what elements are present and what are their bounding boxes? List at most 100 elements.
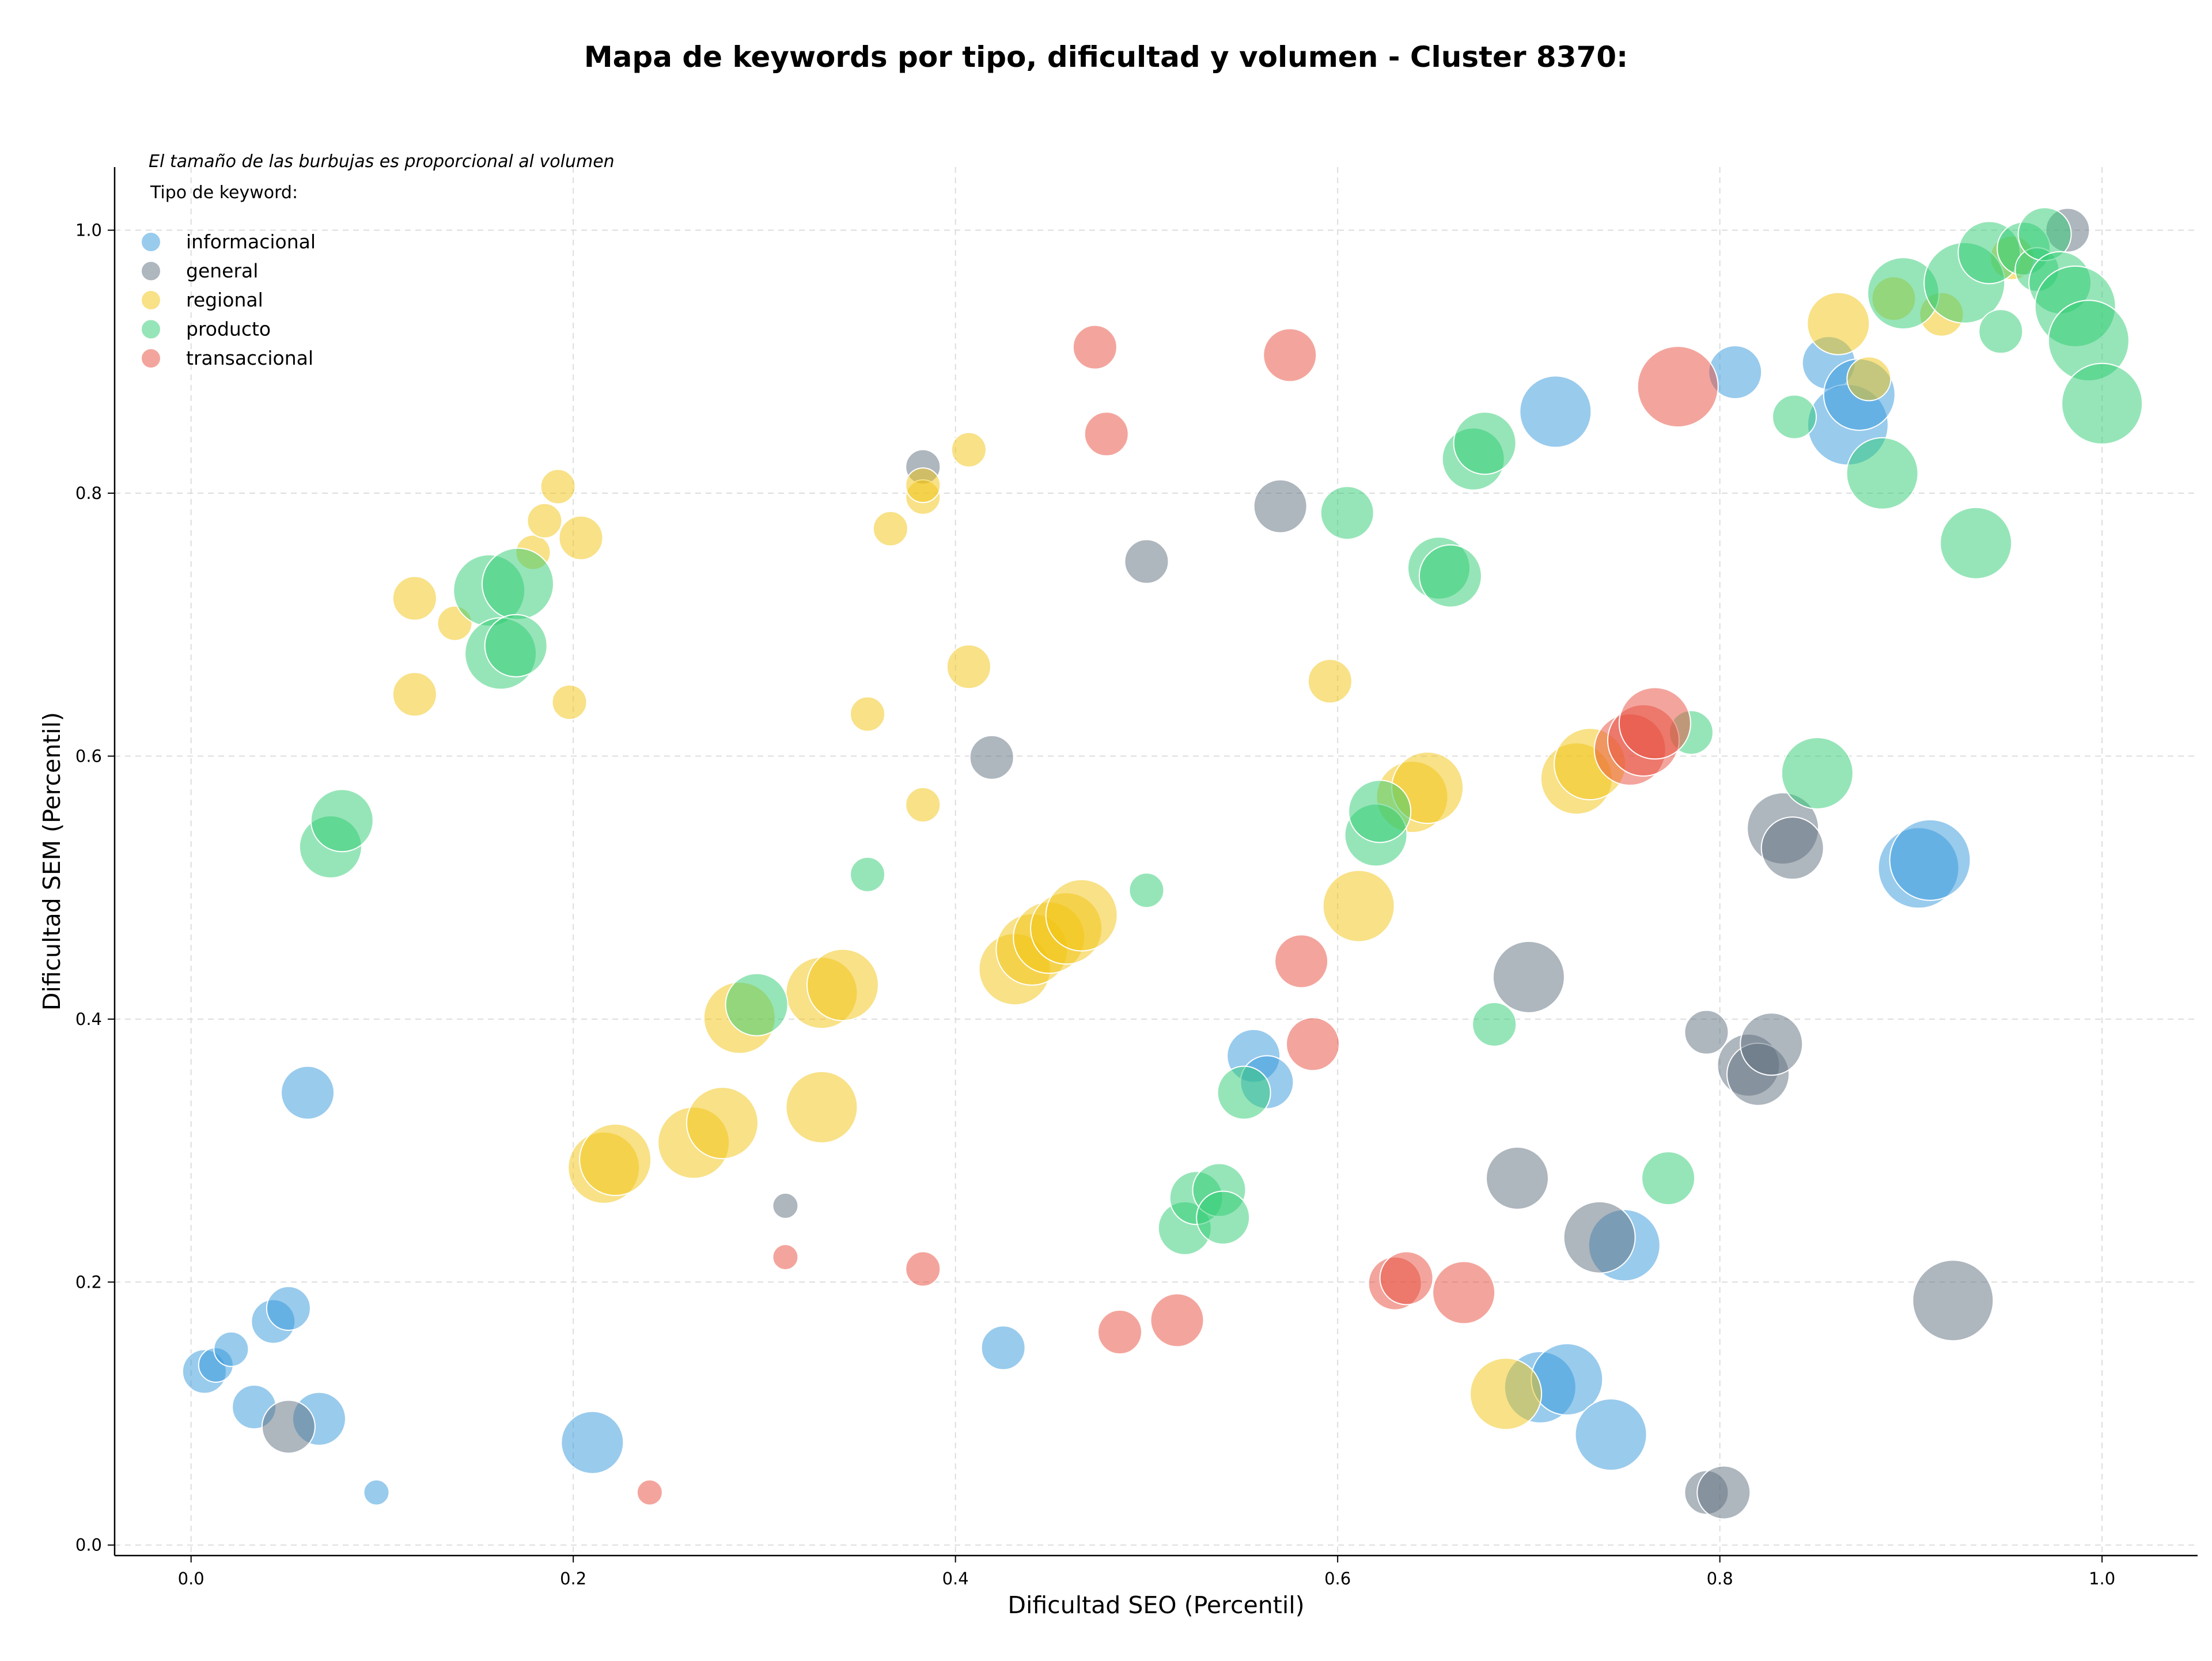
bubble-regional: [579, 1123, 652, 1197]
bubble-producto: [1472, 1001, 1517, 1047]
bubble-general: [1760, 816, 1824, 880]
legend-items: informacional general regional producto tran…: [141, 230, 316, 369]
legend-marker-transaccional: [141, 348, 161, 369]
y-tick-label: 0.0: [75, 1535, 102, 1555]
bubble-regional: [946, 644, 991, 690]
bubble-regional: [905, 786, 941, 823]
bubble-informacional: [1889, 819, 1971, 901]
bubble-general: [969, 735, 1014, 780]
bubble-regional: [527, 502, 563, 539]
bubble-producto: [1348, 780, 1412, 843]
bubble-producto: [1978, 309, 2024, 354]
bubble-transaccional: [772, 1243, 799, 1270]
bubble-producto: [1453, 411, 1517, 475]
bubble-transaccional: [1263, 328, 1317, 383]
bubble-regional: [558, 515, 604, 561]
bubble-general: [261, 1399, 316, 1454]
bubble-transaccional: [1097, 1310, 1142, 1355]
bubble-regional: [392, 576, 437, 621]
legend-label-informacional: informacional: [186, 230, 316, 253]
y-tick-label: 0.2: [75, 1272, 102, 1292]
bubble-regional: [806, 948, 879, 1021]
bubble-producto: [1846, 437, 1919, 510]
bubble-regional: [950, 432, 987, 468]
bubble-producto: [725, 973, 789, 1036]
y-tick-label: 1.0: [75, 221, 102, 240]
legend-label-regional: regional: [186, 289, 263, 311]
bubble-regional: [685, 1087, 759, 1160]
bubble-transaccional: [1637, 346, 1719, 428]
x-tick-label: 0.2: [560, 1569, 586, 1588]
bubble-general: [1684, 1009, 1729, 1055]
bubble-regional: [1806, 292, 1870, 355]
bubble-transaccional: [1274, 934, 1329, 989]
bubble-producto: [1772, 394, 1817, 440]
bubble-general: [1124, 539, 1169, 584]
bubble-informacional: [281, 1065, 335, 1120]
x-tick-label: 0.0: [178, 1569, 204, 1588]
bubble-producto: [850, 856, 886, 892]
bubble-producto: [1940, 506, 2013, 580]
bubble-regional: [1307, 659, 1353, 704]
bubble-regional: [905, 467, 941, 504]
bubble-transaccional: [1072, 324, 1118, 370]
bubble-general: [1912, 1259, 1994, 1342]
y-tick-label: 0.8: [75, 483, 102, 503]
x-tick-label: 0.6: [1324, 1569, 1351, 1588]
bubble-regional: [1846, 356, 1892, 402]
bubble-producto: [1217, 1065, 1271, 1120]
bubble-general: [1485, 1147, 1549, 1210]
x-tick-label: 1.0: [2089, 1569, 2115, 1588]
size-note: El tamaño de las burbujas es proporciona…: [149, 152, 615, 172]
bubble-transaccional: [1084, 411, 1129, 457]
legend-marker-regional: [141, 290, 161, 311]
bubble-informacional: [560, 1410, 624, 1474]
bubble-transaccional: [1150, 1293, 1205, 1348]
legend-marker-general: [141, 260, 161, 282]
bubble-informacional: [213, 1331, 249, 1367]
bubble-producto: [1781, 737, 1854, 810]
bubble-informacional: [980, 1325, 1026, 1371]
bubble-general: [1492, 940, 1565, 1013]
legend-label-producto: producto: [186, 318, 271, 340]
bubble-general: [1253, 479, 1308, 534]
legend-marker-informacional: [141, 232, 161, 252]
legend-label-transaccional: transaccional: [186, 347, 313, 369]
bubble-producto: [1641, 1151, 1696, 1206]
bubble-informacional: [1519, 375, 1592, 448]
bubble-general: [772, 1192, 799, 1219]
y-tick-label: 0.6: [75, 746, 102, 766]
bubble-informacional: [1574, 1398, 1647, 1471]
chart-title: Mapa de keywords por tipo, dificultad y …: [584, 40, 1628, 74]
bubble-regional: [850, 696, 886, 732]
bubble-regional: [1045, 879, 1118, 952]
x-tick-label: 0.4: [942, 1569, 969, 1588]
bubble-producto: [1320, 486, 1374, 540]
bubble-transaccional: [1618, 687, 1691, 760]
y-tick-label: 0.4: [75, 1009, 102, 1029]
bubble-layer: [181, 207, 2143, 1520]
bubble-general: [1696, 1465, 1751, 1520]
y-axis-label: Dificultad SEM (Percentil): [38, 712, 66, 1011]
bubble-producto: [310, 789, 374, 853]
bubble-producto: [484, 614, 548, 678]
bubble-regional: [551, 684, 588, 720]
bubble-producto: [1128, 872, 1165, 909]
legend: Tipo de keyword: informacional general reg…: [141, 183, 316, 369]
ticks: 0.0 0.2 0.4 0.6 0.8 1.0 0.0 0.2 0.4 0.6 0.8 1.0: [75, 221, 2115, 1588]
x-tick-label: 0.8: [1707, 1569, 1733, 1588]
bubble-regional: [392, 672, 437, 717]
bubble-producto: [1418, 544, 1482, 608]
bubble-regional: [540, 468, 576, 505]
bubble-transaccional: [636, 1479, 663, 1506]
bubble-transaccional: [905, 1251, 941, 1287]
bubble-general: [1740, 1012, 1804, 1076]
bubble-producto: [1196, 1190, 1251, 1245]
legend-title: Tipo de keyword:: [150, 183, 298, 203]
bubble-informacional: [266, 1285, 311, 1331]
bubble-regional: [872, 510, 908, 547]
x-axis-label: Dificultad SEO (Percentil): [1007, 1591, 1304, 1619]
bubble-transaccional: [1286, 1017, 1340, 1072]
bubble-regional: [785, 1070, 858, 1144]
